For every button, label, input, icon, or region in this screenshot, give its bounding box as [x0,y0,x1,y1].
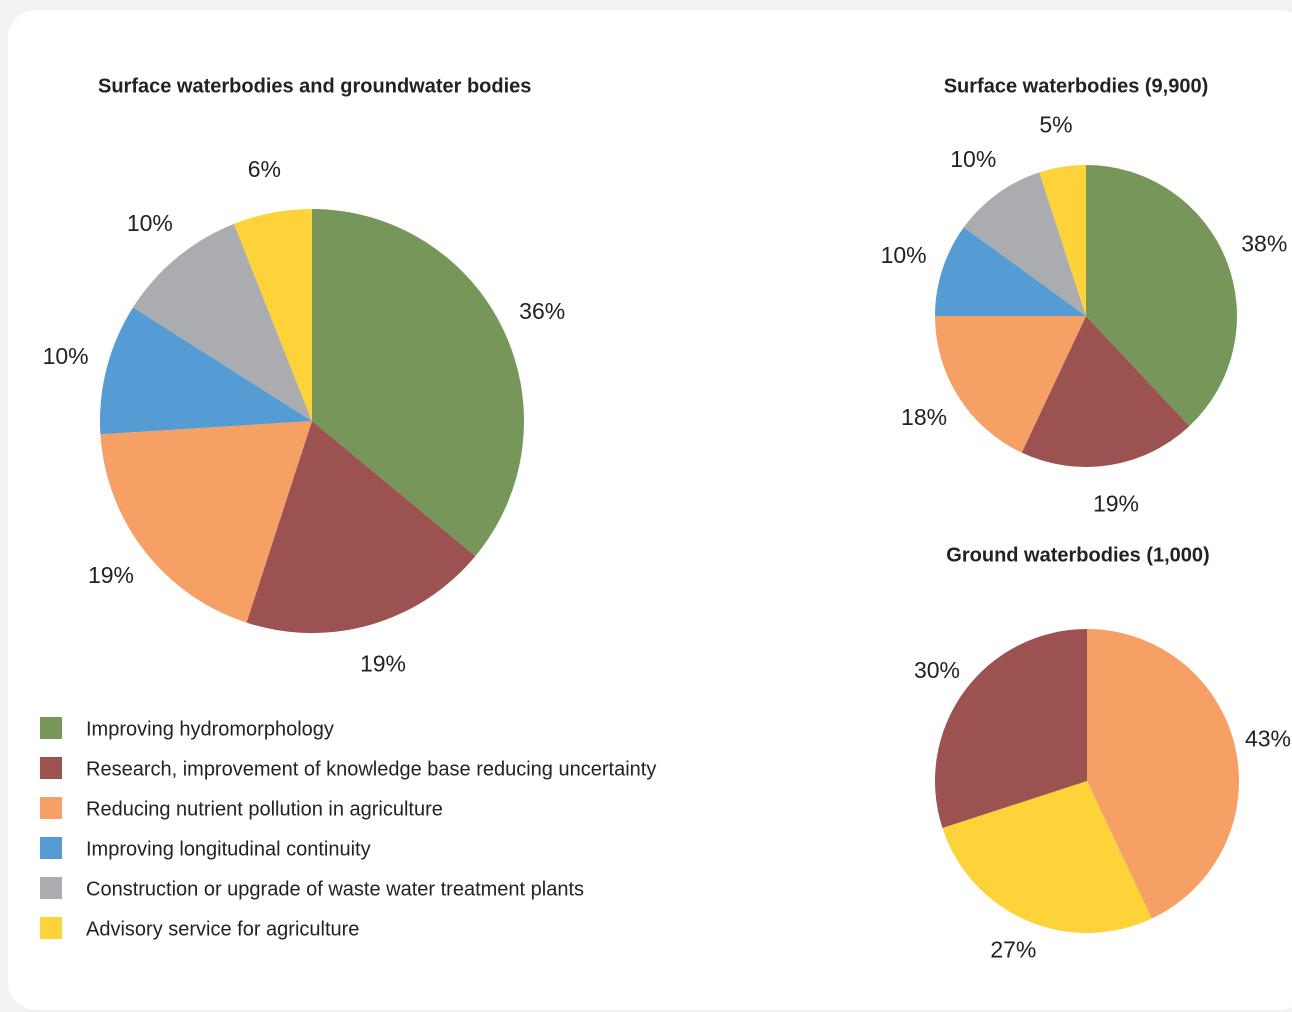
pie-slice [935,227,1086,316]
legend-swatch [40,877,62,899]
slice-label: 10% [950,146,996,172]
chart-title: Surface waterbodies (9,900) [944,75,1209,97]
legend-label: Reducing nutrient pollution in agricultu… [86,798,443,820]
slice-label: 18% [901,404,947,430]
legend-swatch [40,757,62,779]
chart-title: Surface waterbodies and groundwater bodi… [98,75,531,97]
pie-slice [100,307,313,435]
slice-label: 19% [88,562,134,588]
slice-label: 27% [990,936,1036,962]
legend-label: Improving hydromorphology [86,718,334,740]
pie-slice [963,172,1086,316]
pie-slice [1021,316,1190,467]
legend-swatch [40,837,62,859]
legend-label: Improving longitudinal continuity [86,838,371,860]
legend-swatch [40,797,62,819]
pie-slice [246,421,476,633]
legend-label: Research, improvement of knowledge base … [86,758,656,780]
legend-swatch [40,917,62,939]
pie-slice [1039,165,1086,316]
slice-label: 43% [1245,726,1291,752]
legend-swatch [40,717,62,739]
slice-label: 30% [914,657,960,683]
slice-label: 38% [1241,230,1287,256]
pie-slice [942,781,1152,933]
slice-label: 10% [881,242,927,268]
chart-title: Ground waterbodies (1,000) [946,544,1209,566]
legend-label: Construction or upgrade of waste water t… [86,878,584,900]
slice-label: 19% [360,650,406,676]
pie-slice [312,209,524,557]
pie-slice [233,209,312,421]
pie-slice [100,421,312,623]
slice-label: 10% [43,343,89,369]
pie-slice [1086,165,1237,427]
pie-slice [1087,629,1239,919]
pie-slice [935,316,1086,453]
legend-label: Advisory service for agriculture [86,918,359,940]
pie-slice [935,629,1087,828]
slice-label: 6% [248,156,281,182]
slice-label: 36% [519,298,565,324]
slice-label: 10% [127,210,173,236]
slice-label: 5% [1039,112,1072,138]
slice-label: 19% [1093,490,1139,516]
pie-slice [133,223,312,421]
